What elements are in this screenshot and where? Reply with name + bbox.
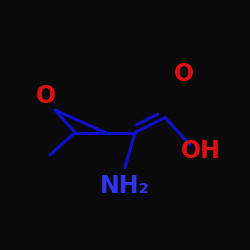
Text: O: O [36,84,56,108]
Text: NH₂: NH₂ [100,174,150,198]
Text: O: O [174,62,194,86]
Text: OH: OH [181,139,221,163]
